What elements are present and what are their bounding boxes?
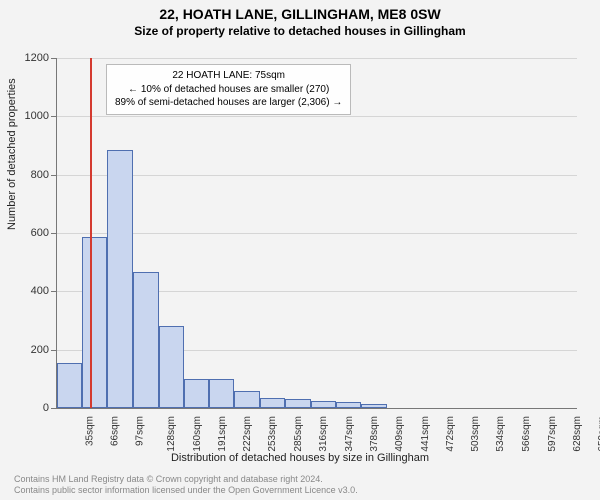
x-tick-label: 566sqm [522,416,533,452]
footer-line-1: Contains HM Land Registry data © Crown c… [14,474,358,485]
y-tick-label: 600 [31,227,49,239]
histogram-bar [361,404,387,408]
histogram-bar [311,401,336,408]
figure-container: 22, HOATH LANE, GILLINGHAM, ME8 0SW Size… [0,0,600,500]
y-tick-label: 400 [31,285,49,297]
annotation-box: 22 HOATH LANE: 75sqm ← 10% of detached h… [106,64,351,115]
histogram-bar [57,363,82,408]
title-block: 22, HOATH LANE, GILLINGHAM, ME8 0SW Size… [0,0,600,38]
x-tick-label: 409sqm [394,416,405,452]
histogram-bar [234,391,260,409]
footer-line-2: Contains public sector information licen… [14,485,358,496]
y-tick [51,175,57,176]
x-tick-label: 285sqm [293,416,304,452]
histogram-bar [133,272,159,408]
grid-line [57,233,577,234]
x-tick-label: 347sqm [344,416,355,452]
x-tick-label: 253sqm [267,416,278,452]
grid-line [57,58,577,59]
annotation-line-3: 89% of semi-detached houses are larger (… [115,96,342,110]
y-tick [51,291,57,292]
histogram-bar [184,379,209,408]
reference-line [90,58,92,408]
y-tick-label: 200 [31,344,49,356]
y-tick [51,116,57,117]
histogram-bar [82,237,107,408]
y-tick [51,350,57,351]
footer: Contains HM Land Registry data © Crown c… [14,474,358,496]
y-axis-label: Number of detached properties [6,78,18,230]
x-tick-label: 66sqm [110,416,121,446]
x-tick-label: 378sqm [369,416,380,452]
chart-title: 22, HOATH LANE, GILLINGHAM, ME8 0SW [0,6,600,22]
x-axis-label: Distribution of detached houses by size … [0,452,600,464]
histogram-bar [260,398,285,408]
histogram-bar [285,399,310,408]
x-tick-label: 35sqm [85,416,96,446]
histogram-bar [159,326,184,408]
histogram-bar [336,402,361,408]
chart-area: 02004006008001000120035sqm66sqm97sqm128s… [56,58,576,408]
annotation-line-1: 22 HOATH LANE: 75sqm [115,69,342,83]
x-tick-label: 628sqm [572,416,583,452]
y-tick-label: 1200 [25,52,49,64]
y-tick-label: 0 [43,402,49,414]
x-tick-label: 97sqm [135,416,146,446]
annotation-line-2: ← 10% of detached houses are smaller (27… [115,83,342,97]
x-tick-label: 191sqm [217,416,228,452]
y-tick [51,233,57,234]
y-tick [51,408,57,409]
x-tick-label: 472sqm [445,416,456,452]
x-tick-label: 503sqm [470,416,481,452]
x-tick-label: 597sqm [547,416,558,452]
x-tick-label: 128sqm [166,416,177,452]
x-tick-label: 534sqm [496,416,507,452]
x-tick-label: 316sqm [318,416,329,452]
histogram-bar [209,379,234,408]
x-tick-label: 441sqm [420,416,431,452]
x-tick-label: 160sqm [192,416,203,452]
y-tick [51,58,57,59]
y-tick-label: 1000 [25,110,49,122]
chart-subtitle: Size of property relative to detached ho… [0,24,600,38]
grid-line [57,116,577,117]
y-tick-label: 800 [31,169,49,181]
grid-line [57,175,577,176]
x-tick-label: 222sqm [242,416,253,452]
histogram-bar [107,150,132,408]
